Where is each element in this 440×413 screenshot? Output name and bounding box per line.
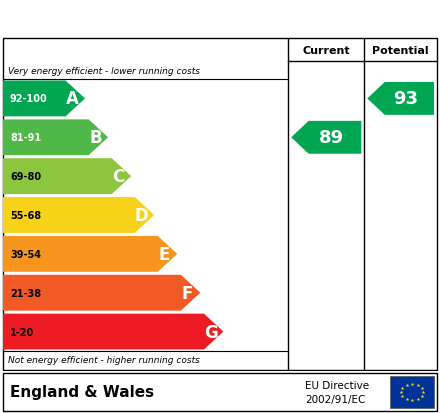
Text: England & Wales: England & Wales [10,385,154,399]
Polygon shape [291,121,361,154]
Polygon shape [3,275,200,311]
Bar [390,376,434,408]
Text: Energy Efficiency Rating: Energy Efficiency Rating [13,9,282,28]
Text: 55-68: 55-68 [10,211,41,221]
Polygon shape [367,83,434,116]
Text: EU Directive
2002/91/EC: EU Directive 2002/91/EC [305,380,369,404]
Polygon shape [3,159,131,195]
Polygon shape [3,236,177,272]
Text: 81-91: 81-91 [10,133,41,143]
Polygon shape [3,314,224,350]
Text: 1-20: 1-20 [10,327,34,337]
Text: 21-38: 21-38 [10,288,41,298]
Polygon shape [3,197,154,233]
Polygon shape [3,120,108,156]
Text: F: F [182,284,193,302]
Text: B: B [89,129,102,147]
Text: Not energy efficient - higher running costs: Not energy efficient - higher running co… [8,356,200,365]
Polygon shape [3,81,85,117]
Text: E: E [159,245,170,263]
Text: Very energy efficient - lower running costs: Very energy efficient - lower running co… [8,66,200,75]
Text: A: A [66,90,79,108]
Text: 93: 93 [393,90,418,108]
Text: D: D [135,206,148,224]
Text: 92-100: 92-100 [10,94,48,104]
Text: 89: 89 [319,129,344,147]
Text: C: C [112,168,125,186]
Text: Current: Current [302,46,350,56]
Text: Potential: Potential [372,46,429,56]
Text: G: G [204,323,218,341]
Text: 39-54: 39-54 [10,249,41,259]
Text: 69-80: 69-80 [10,172,41,182]
